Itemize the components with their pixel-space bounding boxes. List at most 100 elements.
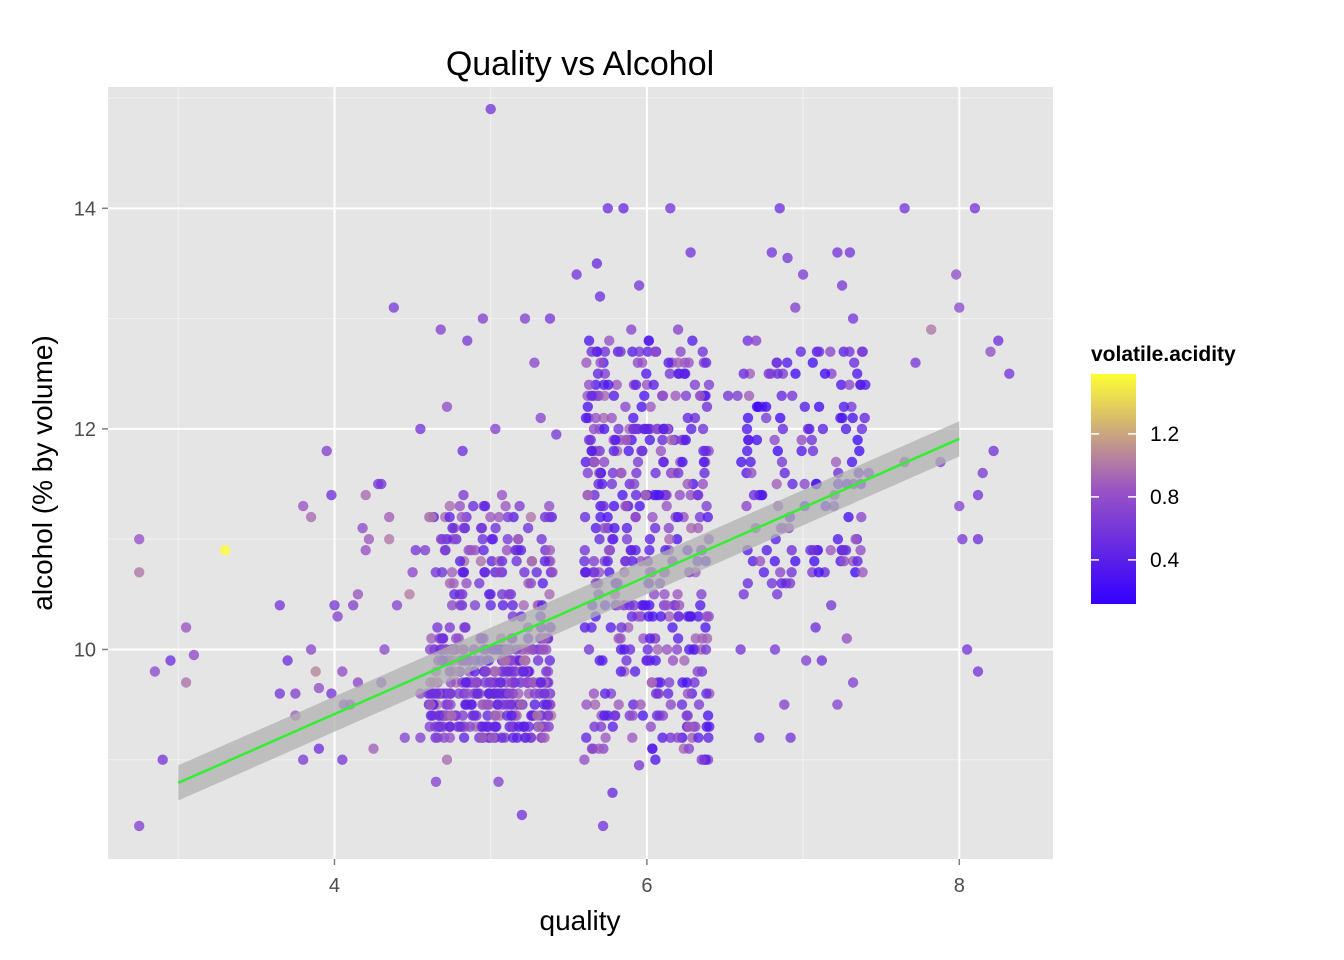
x-tick-label: 6 [641, 875, 652, 897]
data-point [415, 732, 426, 743]
data-point [657, 434, 668, 446]
data-point [590, 522, 602, 534]
data-point [426, 633, 437, 644]
data-point [644, 633, 656, 644]
data-point [608, 390, 620, 401]
data-point [699, 467, 710, 479]
data-point [807, 445, 819, 457]
chart-title: Quality vs Alcohol [446, 45, 714, 83]
data-point [847, 313, 859, 324]
data-point [747, 556, 759, 567]
data-point [857, 346, 868, 357]
data-point [547, 567, 558, 578]
data-point [666, 434, 677, 446]
data-point [477, 732, 488, 743]
data-point [282, 655, 293, 666]
data-point [586, 743, 598, 754]
data-point [786, 545, 797, 556]
data-point [551, 429, 562, 440]
data-point [700, 644, 712, 655]
data-point [846, 401, 857, 412]
data-point [579, 511, 591, 523]
data-point [509, 677, 520, 688]
data-point [446, 567, 458, 578]
data-point [679, 655, 690, 666]
data-point [769, 556, 780, 567]
data-point [485, 600, 496, 611]
data-point [457, 445, 468, 457]
data-point [492, 699, 503, 710]
legend-tick-label: 0.8 [1150, 486, 1179, 509]
data-point [532, 710, 543, 721]
data-point [626, 611, 638, 622]
data-point [348, 600, 359, 611]
data-point [629, 478, 640, 490]
data-point [738, 368, 749, 379]
data-point [506, 710, 517, 721]
data-point [529, 688, 540, 699]
data-point [594, 534, 605, 545]
data-point [470, 677, 482, 688]
data-point [769, 434, 780, 446]
data-point [830, 456, 842, 468]
data-point [458, 489, 469, 501]
data-point [580, 412, 592, 424]
data-point [852, 368, 863, 379]
data-point [988, 445, 999, 457]
data-point [639, 390, 650, 401]
data-point [515, 545, 527, 556]
data-point [644, 434, 655, 446]
data-point [611, 379, 622, 390]
data-point [595, 357, 606, 368]
data-point [680, 390, 692, 401]
data-point [646, 677, 657, 688]
data-point [415, 423, 426, 435]
data-point [650, 688, 662, 699]
data-point [628, 412, 639, 424]
data-point [507, 600, 518, 611]
data-point [479, 500, 491, 512]
data-point [742, 412, 754, 424]
data-point [846, 456, 858, 468]
data-point [469, 710, 480, 721]
data-point [736, 456, 747, 468]
data-point [472, 688, 483, 699]
data-point [630, 511, 641, 523]
data-point [844, 247, 856, 258]
data-point [134, 534, 145, 545]
data-point [685, 247, 696, 258]
data-point [742, 578, 753, 589]
data-point [596, 478, 608, 490]
data-point [490, 522, 501, 534]
legend-tick-label: 0.4 [1150, 549, 1180, 572]
data-point [847, 677, 859, 688]
data-point [616, 467, 627, 479]
data-point [588, 556, 600, 567]
data-point [663, 357, 674, 368]
data-point [751, 401, 763, 412]
data-point [673, 467, 684, 479]
data-point [632, 357, 643, 368]
data-point [692, 666, 703, 677]
data-point [634, 346, 645, 357]
data-point [608, 500, 620, 512]
data-point [795, 346, 806, 357]
data-point [326, 489, 337, 501]
data-point [852, 556, 863, 567]
data-point [850, 567, 861, 578]
data-point [763, 368, 774, 379]
data-point [516, 699, 527, 710]
data-point [692, 522, 704, 534]
data-point [808, 545, 819, 556]
data-point [757, 489, 768, 501]
data-point [457, 710, 468, 721]
y-axis-title: alcohol (% by volume) [27, 335, 58, 610]
data-point [290, 688, 301, 699]
data-point [502, 666, 514, 677]
data-point [485, 511, 496, 523]
data-point [761, 545, 772, 556]
data-point [461, 578, 472, 589]
data-point [645, 721, 656, 732]
data-point [586, 346, 597, 357]
data-point [479, 567, 491, 578]
